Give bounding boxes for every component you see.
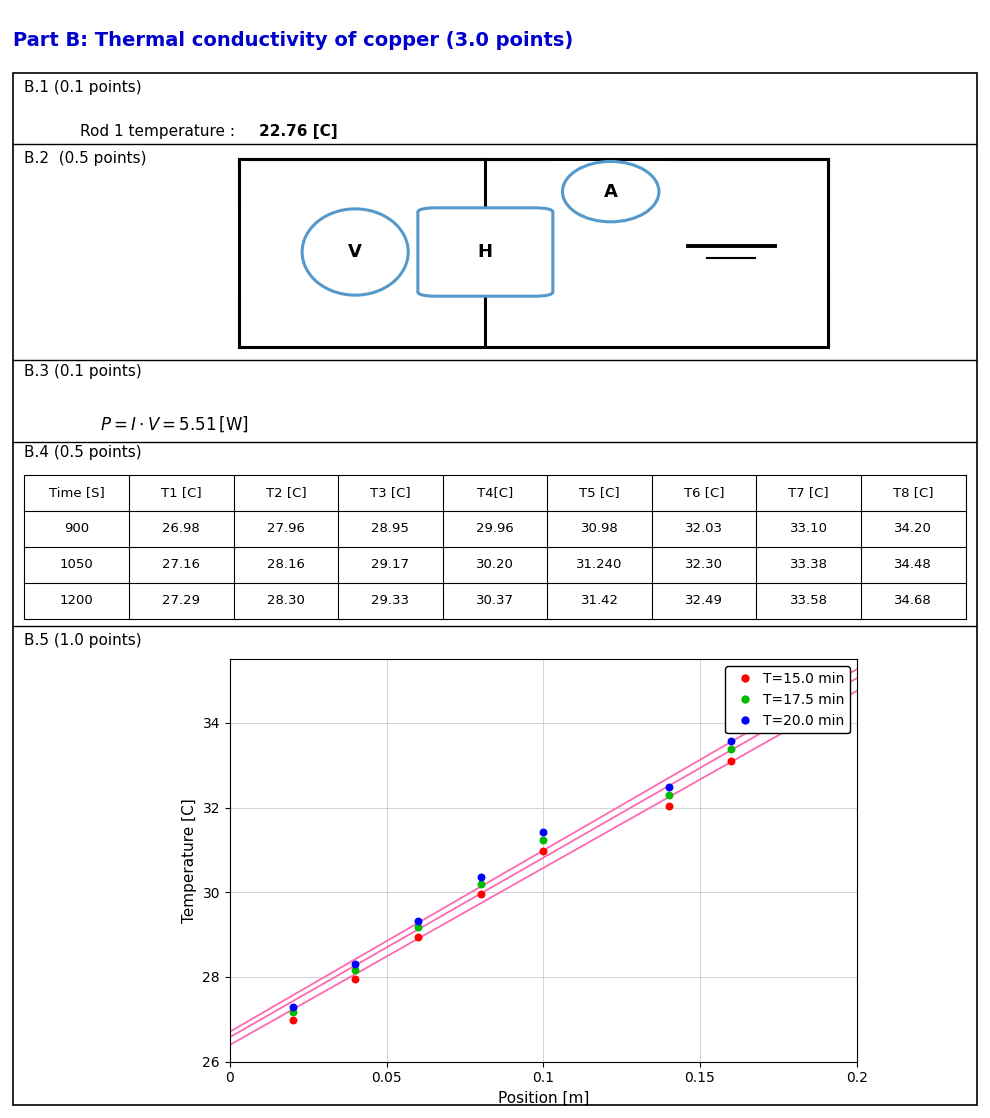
Ellipse shape (562, 161, 659, 221)
Text: 33.58: 33.58 (790, 594, 828, 607)
Text: T1 [C]: T1 [C] (161, 486, 202, 500)
Text: 28.16: 28.16 (267, 558, 305, 571)
Text: 27.96: 27.96 (267, 522, 305, 536)
Point (536, 842, 551, 860)
Point (724, 740, 740, 758)
Text: 33.10: 33.10 (790, 522, 828, 536)
Point (284, 1011, 300, 1029)
Text: 30.98: 30.98 (581, 522, 619, 536)
Text: B.3 (0.1 points): B.3 (0.1 points) (25, 364, 143, 379)
Legend: T=15.0 min, T=17.5 min, T=20.0 min: T=15.0 min, T=17.5 min, T=20.0 min (726, 666, 849, 733)
Text: 27.29: 27.29 (162, 594, 200, 607)
Text: 29.17: 29.17 (371, 558, 410, 571)
Point (660, 786, 676, 804)
Point (472, 868, 488, 885)
Point (347, 969, 363, 987)
Point (472, 874, 488, 892)
Text: 31.42: 31.42 (580, 594, 619, 607)
Text: 30.37: 30.37 (476, 594, 514, 607)
Text: 34.20: 34.20 (894, 522, 933, 536)
Text: 32.30: 32.30 (685, 558, 723, 571)
Text: A: A (604, 182, 618, 200)
Text: T6 [C]: T6 [C] (684, 486, 725, 500)
Point (818, 685, 834, 703)
Text: 30.20: 30.20 (476, 558, 514, 571)
Text: 33.38: 33.38 (790, 558, 828, 571)
Text: 1200: 1200 (59, 594, 94, 607)
Text: 27.16: 27.16 (162, 558, 200, 571)
Point (818, 705, 834, 723)
Point (410, 928, 426, 946)
X-axis label: Position [m]: Position [m] (498, 1091, 589, 1106)
Text: 32.49: 32.49 (685, 594, 723, 607)
Text: B.1 (0.1 points): B.1 (0.1 points) (25, 79, 143, 95)
Text: H: H (478, 243, 493, 260)
Point (284, 998, 300, 1016)
Text: T2 [C]: T2 [C] (265, 486, 306, 500)
Point (536, 823, 551, 841)
Point (347, 955, 363, 973)
Text: 28.30: 28.30 (267, 594, 305, 607)
Point (536, 831, 551, 849)
Point (410, 911, 426, 929)
Point (410, 918, 426, 936)
Text: Part B: Thermal conductivity of copper (3.0 points): Part B: Thermal conductivity of copper (… (13, 31, 573, 50)
Text: 1050: 1050 (59, 558, 94, 571)
Text: 26.98: 26.98 (162, 522, 200, 536)
Text: T5 [C]: T5 [C] (579, 486, 620, 500)
Text: T8 [C]: T8 [C] (893, 486, 934, 500)
FancyBboxPatch shape (418, 208, 552, 296)
Text: $P = I \cdot V = 5.51\,\mathrm{[W]}$: $P = I \cdot V = 5.51\,\mathrm{[W]}$ (100, 414, 248, 434)
Text: T4[C]: T4[C] (477, 486, 513, 500)
Text: B.4 (0.5 points): B.4 (0.5 points) (25, 445, 143, 459)
Point (347, 961, 363, 979)
Y-axis label: Temperature [C]: Temperature [C] (182, 798, 197, 922)
Point (472, 885, 488, 903)
Point (818, 693, 834, 711)
Text: 34.48: 34.48 (894, 558, 933, 571)
Text: Rod 1 temperature :: Rod 1 temperature : (80, 124, 241, 139)
Text: 900: 900 (64, 522, 89, 536)
Text: 28.95: 28.95 (371, 522, 410, 536)
Text: B.5 (1.0 points): B.5 (1.0 points) (25, 633, 143, 648)
Point (284, 1004, 300, 1022)
Point (724, 752, 740, 770)
Text: 31.240: 31.240 (576, 558, 623, 571)
Text: Time [S]: Time [S] (49, 486, 105, 500)
Text: T3 [C]: T3 [C] (370, 486, 411, 500)
Text: 29.96: 29.96 (476, 522, 514, 536)
Text: B.2  (0.5 points): B.2 (0.5 points) (25, 151, 147, 165)
Point (660, 778, 676, 796)
Text: T7 [C]: T7 [C] (788, 486, 829, 500)
Point (724, 732, 740, 750)
Ellipse shape (302, 209, 408, 295)
Point (660, 797, 676, 815)
Text: 29.33: 29.33 (371, 594, 410, 607)
Text: V: V (348, 243, 362, 260)
Text: 22.76 [C]: 22.76 [C] (258, 124, 338, 139)
Text: 32.03: 32.03 (685, 522, 723, 536)
Text: 34.68: 34.68 (894, 594, 933, 607)
